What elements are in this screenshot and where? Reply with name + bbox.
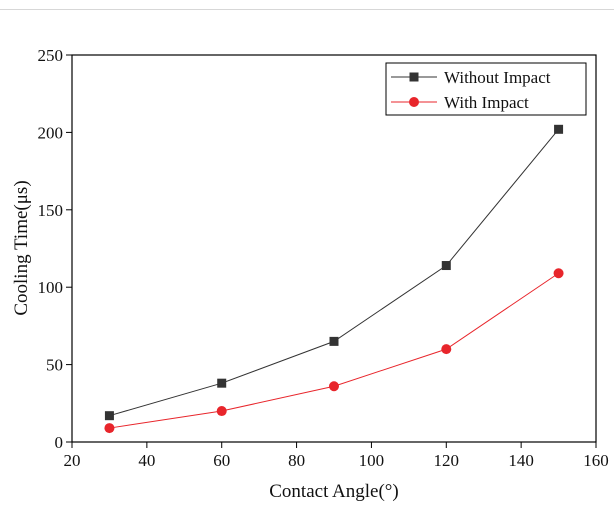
legend-label-with-impact: With Impact: [444, 93, 529, 112]
x-tick-label: 100: [359, 451, 385, 470]
data-point-with-impact: [104, 423, 115, 434]
top-divider: [0, 9, 614, 10]
data-point-without-impact: [554, 124, 564, 134]
x-tick-label: 140: [508, 451, 534, 470]
legend-label-without-impact: Without Impact: [444, 68, 551, 87]
y-axis-title: Cooling Time(μs): [11, 180, 32, 315]
legend: Without Impact With Impact: [385, 62, 587, 116]
series-layer: [104, 124, 564, 434]
plot-area: [71, 54, 597, 443]
x-tick-label: 20: [64, 451, 81, 470]
data-point-with-impact: [553, 268, 564, 279]
data-point-without-impact: [329, 336, 339, 346]
legend-marker-with-impact: [409, 97, 419, 107]
y-tick-label: 0: [55, 433, 64, 452]
legend-box: [385, 62, 587, 116]
x-axis-title: Contact Angle(°): [269, 481, 398, 502]
y-tick-label: 150: [38, 201, 64, 220]
x-tick-label: 80: [288, 451, 305, 470]
series-line-without-impact: [109, 128, 559, 417]
y-tick-label: 200: [38, 123, 64, 142]
x-tick-label: 120: [434, 451, 460, 470]
x-tick-label: 60: [213, 451, 230, 470]
series-line-with-impact: [109, 272, 559, 429]
y-tick-label: 100: [38, 278, 64, 297]
data-point-without-impact: [441, 261, 451, 271]
data-point-with-impact: [216, 406, 227, 417]
data-point-without-impact: [104, 411, 114, 421]
y-tick-label: 250: [38, 46, 64, 65]
data-point-without-impact: [217, 378, 227, 388]
y-axis-ticks: 0 50 100 150 200 250: [38, 46, 72, 452]
data-point-with-impact: [441, 344, 452, 355]
y-tick-label: 50: [46, 356, 63, 375]
x-tick-label: 40: [138, 451, 155, 470]
x-axis-ticks: 20 40 60 80 100 120 140 160: [64, 442, 609, 470]
data-point-with-impact: [329, 381, 339, 392]
legend-marker-without-impact: [409, 72, 419, 82]
x-tick-label: 160: [583, 451, 609, 470]
